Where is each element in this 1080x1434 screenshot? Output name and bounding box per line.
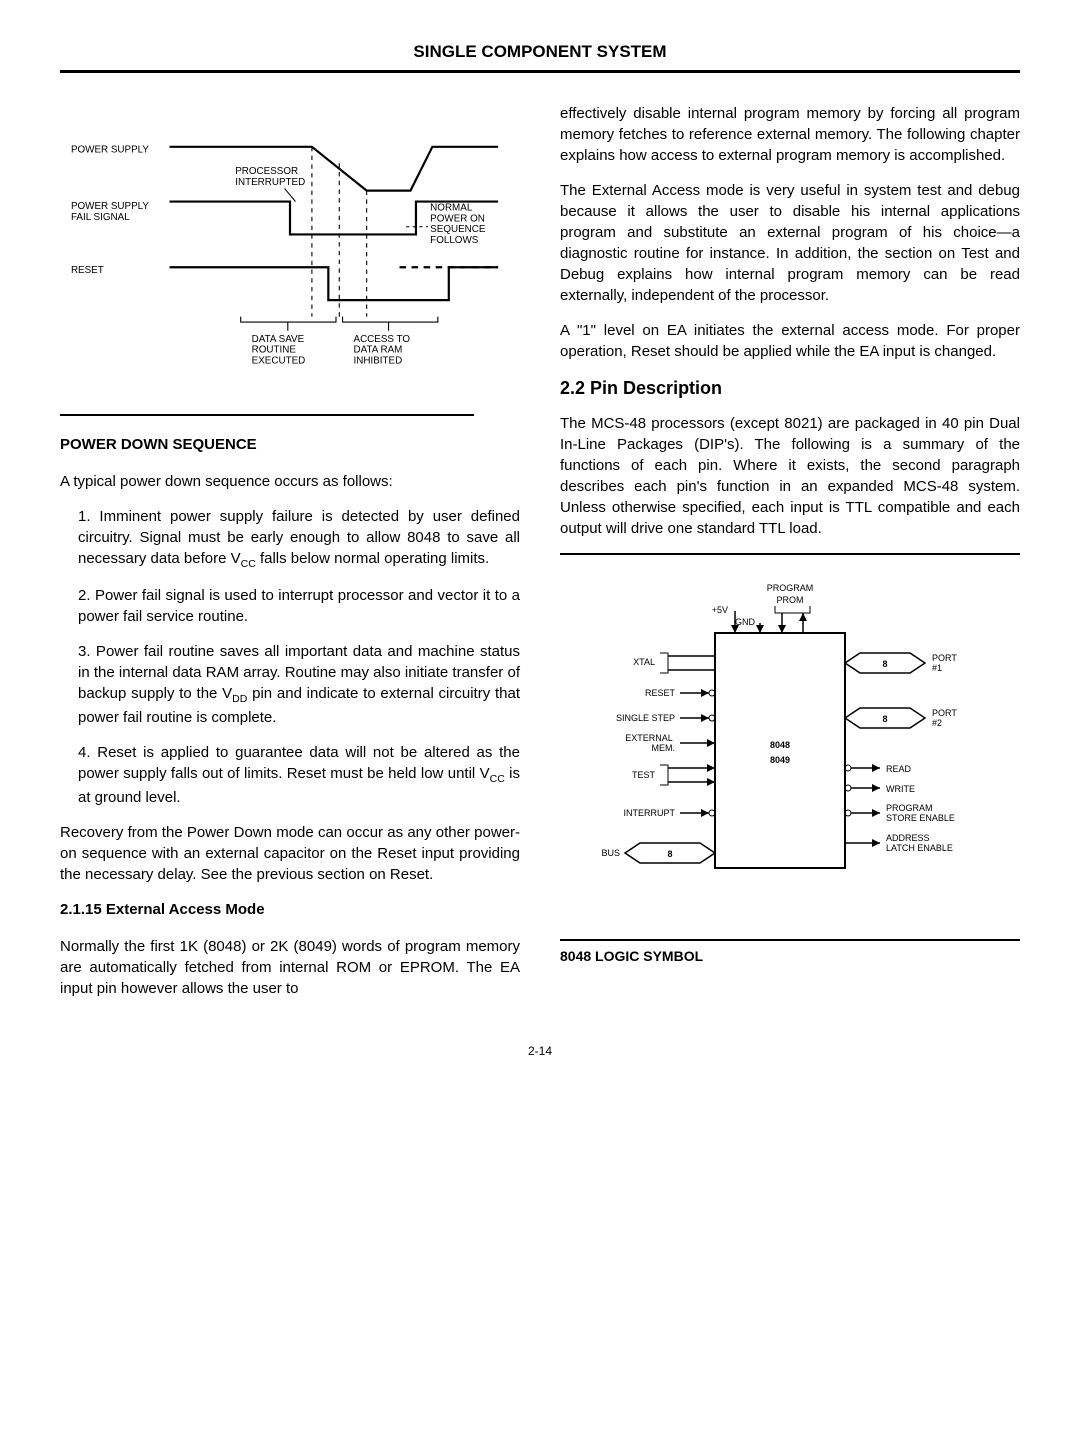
pin-test: TEST bbox=[632, 770, 656, 780]
page-header: SINGLE COMPONENT SYSTEM bbox=[60, 40, 1020, 73]
two-column-layout: POWER SUPPLY PROCESSOR INTERRUPTED POWER… bbox=[60, 103, 1020, 1013]
power-down-intro: A typical power down sequence occurs as … bbox=[60, 471, 520, 492]
label-prom: PROM bbox=[777, 595, 804, 605]
step-3: 3. Power fail routine saves all importan… bbox=[78, 641, 520, 728]
signal-label-reset: RESET bbox=[71, 265, 104, 276]
annot-normal-poweron: NORMAL POWER ON SEQUENCE FOLLOWS bbox=[430, 202, 488, 246]
pin-single-step: SINGLE STEP bbox=[616, 713, 675, 723]
port1-width: 8 bbox=[882, 659, 887, 669]
pin-ale: ADDRESS LATCH ENABLE bbox=[886, 833, 953, 853]
annot-access-inhibited: ACCESS TO DATA RAM INHIBITED bbox=[354, 334, 413, 367]
timing-diagram-svg: POWER SUPPLY PROCESSOR INTERRUPTED POWER… bbox=[60, 103, 520, 388]
pin-pse: PROGRAM STORE ENABLE bbox=[886, 803, 955, 823]
port2-width: 8 bbox=[882, 714, 887, 724]
pin-port2: PORT #2 bbox=[932, 708, 959, 728]
horizontal-rule bbox=[60, 414, 474, 416]
logic-symbol-diagram: PROGRAM PROM +5V GND 8048 8049 bbox=[560, 573, 1020, 919]
horizontal-rule-2 bbox=[560, 553, 1020, 555]
pin-external-mem: EXTERNAL MEM. bbox=[625, 733, 675, 753]
right-p3: A "1" level on EA initiates the external… bbox=[560, 320, 1020, 362]
step-4: 4. Reset is applied to guarantee data wi… bbox=[78, 742, 520, 808]
left-column: POWER SUPPLY PROCESSOR INTERRUPTED POWER… bbox=[60, 103, 520, 1013]
pin-bus: BUS bbox=[601, 848, 620, 858]
right-p2: The External Access mode is very useful … bbox=[560, 180, 1020, 306]
label-program: PROGRAM bbox=[767, 583, 814, 593]
chip-label-8049: 8049 bbox=[770, 755, 790, 765]
label-5v: +5V bbox=[712, 605, 728, 615]
logic-symbol-caption: 8048 LOGIC SYMBOL bbox=[560, 947, 1020, 967]
pin-interrupt: INTERRUPT bbox=[624, 808, 676, 818]
step-1: 1. Imminent power supply failure is dete… bbox=[78, 506, 520, 572]
annot-processor-interrupted: PROCESSOR INTERRUPTED bbox=[235, 166, 305, 188]
right-p4: The MCS-48 processors (except 8021) are … bbox=[560, 413, 1020, 539]
chip-label-8048: 8048 bbox=[770, 740, 790, 750]
signal-label-power-supply: POWER SUPPLY bbox=[71, 144, 149, 155]
step-2: 2. Power fail signal is used to interrup… bbox=[78, 585, 520, 627]
external-access-title: 2.1.15 External Access Mode bbox=[60, 899, 520, 920]
pin-read: READ bbox=[886, 764, 912, 774]
signal-label-fail-signal: POWER SUPPLY FAIL SIGNAL bbox=[71, 201, 152, 223]
right-p1: effectively disable internal program mem… bbox=[560, 103, 1020, 166]
pin-reset: RESET bbox=[645, 688, 676, 698]
timing-diagram: POWER SUPPLY PROCESSOR INTERRUPTED POWER… bbox=[60, 103, 520, 394]
external-access-p1: Normally the first 1K (8048) or 2K (8049… bbox=[60, 936, 520, 999]
page-number: 2-14 bbox=[60, 1043, 1020, 1060]
pin-write: WRITE bbox=[886, 784, 915, 794]
pin-xtal: XTAL bbox=[633, 657, 655, 667]
pin-port1: PORT #1 bbox=[932, 653, 959, 673]
right-column: effectively disable internal program mem… bbox=[560, 103, 1020, 1013]
logic-symbol-svg: PROGRAM PROM +5V GND 8048 8049 bbox=[560, 573, 1020, 913]
recovery-paragraph: Recovery from the Power Down mode can oc… bbox=[60, 822, 520, 885]
pin-description-heading: 2.2 Pin Description bbox=[560, 376, 1020, 401]
power-down-title: POWER DOWN SEQUENCE bbox=[60, 434, 520, 455]
bus-width-left: 8 bbox=[667, 849, 672, 859]
annot-data-save: DATA SAVE ROUTINE EXECUTED bbox=[252, 334, 307, 367]
